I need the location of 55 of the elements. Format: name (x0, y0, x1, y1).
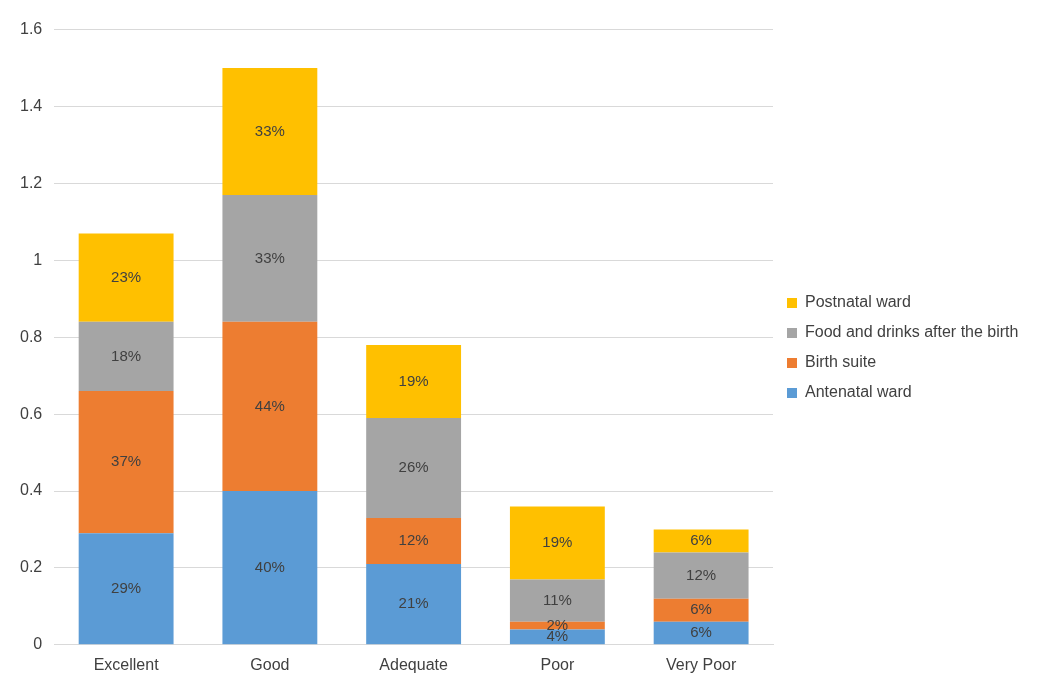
data-label: 6% (690, 531, 712, 549)
y-tick-label: 1.2 (19, 173, 43, 191)
bar (222, 321, 318, 491)
y-tick-label: 0 (33, 635, 43, 653)
bar (653, 621, 749, 645)
bar (366, 344, 462, 418)
y-tick-label: 1 (33, 250, 43, 268)
y-tick-label: 0.6 (19, 404, 43, 422)
x-tick-label: Adequate (379, 655, 448, 673)
bar (78, 533, 174, 645)
legend-label: Birth suite (805, 353, 877, 371)
y-tick-label: 0.2 (19, 558, 43, 576)
y-tick-label: 1.4 (19, 96, 43, 114)
legend-label: Antenatal ward (805, 383, 912, 401)
bar (509, 579, 605, 622)
bar (222, 194, 318, 322)
data-label: 40% (254, 557, 285, 575)
data-label: 6% (690, 600, 712, 618)
data-label: 12% (398, 531, 429, 549)
bar (366, 517, 462, 565)
bar (78, 233, 174, 322)
bar (78, 321, 174, 392)
x-tick-label: Very Poor (665, 655, 737, 673)
data-label: 44% (254, 396, 285, 414)
bar (653, 598, 749, 622)
data-label: 18% (111, 346, 142, 364)
data-label: 33% (254, 121, 285, 139)
bar (509, 506, 605, 580)
data-label: 21% (398, 594, 429, 612)
data-label: 6% (690, 623, 712, 641)
bar (653, 529, 749, 553)
data-label: 37% (111, 452, 142, 470)
x-tick-label: Poor (540, 655, 575, 673)
bar (653, 552, 749, 599)
bar (366, 564, 462, 645)
data-label: 19% (398, 371, 429, 389)
data-label: 23% (111, 267, 142, 285)
bar (509, 629, 605, 645)
y-tick-label: 1.6 (19, 20, 43, 38)
bar (366, 417, 462, 518)
data-label: 11% (542, 590, 572, 608)
data-label: 26% (398, 458, 429, 476)
y-tick-label: 0.4 (19, 481, 43, 499)
legend-label: Food and drinks after the birth (805, 323, 1019, 341)
data-label: 19% (542, 533, 573, 551)
data-label: 29% (111, 578, 142, 596)
data-label: 33% (254, 248, 285, 266)
x-tick-label: Good (250, 655, 290, 673)
legend-label: Postnatal ward (805, 293, 911, 311)
x-tick-label: Excellent (93, 655, 160, 673)
y-tick-label: 0.8 (19, 327, 43, 345)
bar (222, 68, 318, 195)
data-label: 12% (686, 565, 717, 583)
bar (222, 491, 318, 645)
bar (78, 391, 174, 534)
